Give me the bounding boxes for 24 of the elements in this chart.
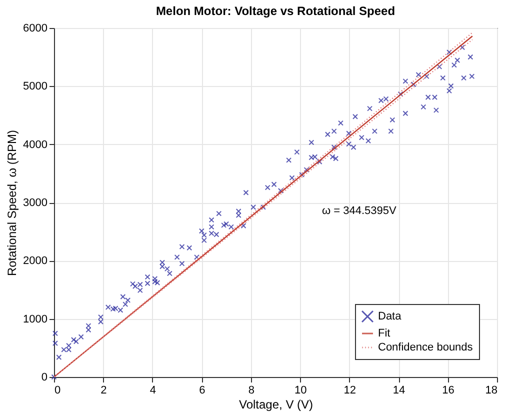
x-tick-label: 0 [54, 384, 61, 396]
x-tick-label: 8 [248, 384, 254, 396]
y-tick-label: 4000 [23, 138, 48, 151]
legend-label: Confidence bounds [378, 342, 474, 354]
y-tick-label: 2000 [23, 255, 48, 268]
x-tick-label: 6 [199, 384, 206, 396]
x-tick-label: 4 [150, 384, 156, 396]
x-tick-label: 12 [344, 384, 356, 396]
y-tick-label: 3000 [23, 197, 48, 209]
y-axis-title: Rotational Speed, ω (RPM) [5, 130, 20, 276]
y-tick-label: 0 [41, 372, 48, 384]
x-tick-label: 2 [100, 384, 107, 396]
x-tick-label: 18 [485, 384, 498, 396]
y-tick-label: 1000 [23, 313, 48, 326]
x-tick-label: 16 [442, 384, 454, 396]
annotation: ω = 344.5395V [322, 205, 398, 217]
legend-label: Data [378, 310, 402, 322]
chart-title: Melon Motor: Voltage vs Rotational Speed [156, 4, 396, 18]
x-tick-label: 10 [294, 384, 307, 396]
y-tick-label: 5000 [23, 80, 48, 93]
x-axis-title: Voltage, V (V) [238, 398, 314, 412]
x-tick-label: 14 [392, 384, 406, 396]
y-tick-label: 6000 [23, 22, 48, 34]
legend-label: Fit [378, 328, 390, 340]
